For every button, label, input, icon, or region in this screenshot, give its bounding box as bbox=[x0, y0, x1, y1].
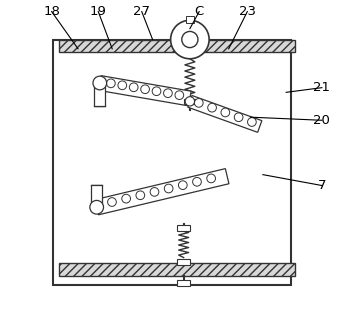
Bar bbox=[178, 225, 190, 231]
Circle shape bbox=[164, 184, 173, 193]
Circle shape bbox=[171, 20, 209, 59]
Circle shape bbox=[207, 174, 216, 183]
Text: 20: 20 bbox=[314, 114, 330, 127]
Circle shape bbox=[141, 85, 149, 94]
Circle shape bbox=[136, 191, 145, 200]
Circle shape bbox=[93, 76, 107, 90]
Bar bbox=[186, 16, 194, 23]
Circle shape bbox=[150, 188, 159, 196]
Bar bbox=[184, 99, 196, 104]
Circle shape bbox=[208, 103, 217, 112]
Circle shape bbox=[122, 194, 131, 203]
Circle shape bbox=[108, 198, 116, 206]
Circle shape bbox=[247, 118, 256, 126]
Text: 23: 23 bbox=[239, 5, 256, 18]
Circle shape bbox=[193, 178, 201, 186]
Polygon shape bbox=[98, 76, 191, 106]
Circle shape bbox=[90, 200, 103, 214]
Circle shape bbox=[178, 181, 187, 189]
Text: 7: 7 bbox=[318, 179, 326, 192]
Text: 21: 21 bbox=[313, 81, 330, 94]
Bar bbox=[94, 84, 105, 106]
Circle shape bbox=[194, 99, 203, 107]
Text: C: C bbox=[194, 5, 204, 18]
Circle shape bbox=[118, 81, 127, 90]
Circle shape bbox=[221, 108, 230, 117]
Bar bbox=[91, 185, 102, 207]
Bar bbox=[59, 263, 295, 275]
Bar bbox=[53, 40, 291, 285]
Text: 18: 18 bbox=[43, 5, 60, 18]
Circle shape bbox=[107, 79, 115, 88]
Bar bbox=[178, 280, 190, 286]
Circle shape bbox=[185, 97, 194, 106]
Text: 19: 19 bbox=[90, 5, 107, 18]
Polygon shape bbox=[95, 168, 229, 215]
Bar bbox=[59, 40, 295, 52]
Polygon shape bbox=[188, 95, 262, 132]
Circle shape bbox=[152, 87, 161, 95]
Circle shape bbox=[234, 113, 243, 122]
Bar bbox=[178, 259, 190, 265]
Circle shape bbox=[164, 89, 172, 98]
Circle shape bbox=[129, 83, 138, 92]
Circle shape bbox=[175, 91, 184, 100]
Circle shape bbox=[182, 32, 198, 48]
Text: 27: 27 bbox=[133, 5, 150, 18]
